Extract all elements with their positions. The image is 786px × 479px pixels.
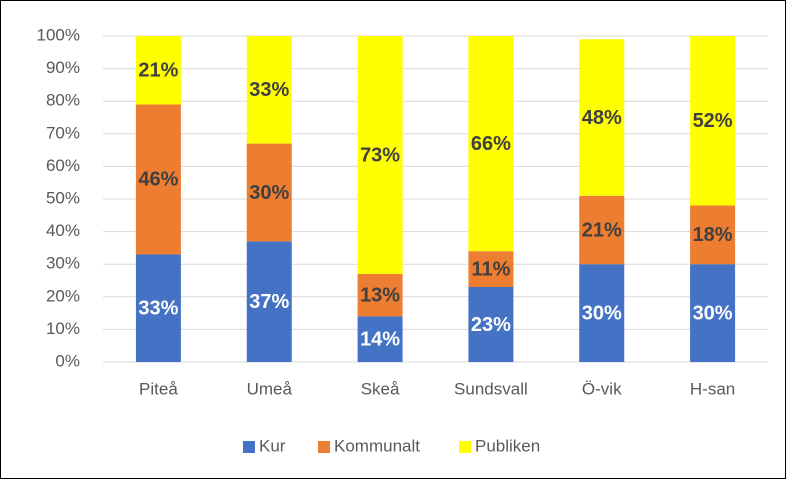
data-label: 21% — [582, 219, 622, 241]
data-label: 11% — [471, 258, 510, 280]
y-tick-label: 40% — [46, 221, 80, 240]
bar-segment — [690, 264, 736, 362]
y-tick-label: 90% — [46, 58, 80, 77]
bar-segment — [468, 36, 514, 252]
bar-segment — [579, 195, 625, 265]
data-label: 33% — [249, 79, 289, 101]
bar-segment — [135, 254, 181, 362]
y-tick-label: 10% — [46, 319, 80, 338]
y-tick-label: 80% — [46, 91, 80, 110]
y-tick-label: 50% — [46, 188, 80, 207]
bar-segment — [246, 36, 292, 144]
x-tick-label: Sundsvall — [454, 379, 528, 398]
y-tick-label: 0% — [55, 351, 80, 370]
data-label: 66% — [471, 133, 511, 155]
y-tick-label: 20% — [46, 286, 80, 305]
legend-label: Kur — [259, 436, 286, 455]
x-tick-label: H-san — [690, 379, 735, 398]
y-tick-label: 60% — [46, 156, 80, 175]
bar-segment — [468, 287, 514, 362]
data-label: 30% — [249, 182, 289, 204]
x-tick-label: Piteå — [139, 379, 178, 398]
data-label: 73% — [360, 144, 400, 166]
data-label: 23% — [471, 314, 511, 336]
legend-label: Publiken — [475, 436, 540, 455]
data-label: 21% — [138, 60, 178, 82]
data-label: 30% — [693, 302, 733, 324]
data-label: 18% — [693, 224, 733, 246]
data-label: 52% — [693, 110, 733, 132]
bar-segment — [135, 36, 181, 105]
bar-segment — [579, 39, 625, 196]
bar-segment — [246, 241, 292, 362]
data-label: 33% — [138, 297, 178, 319]
data-label: 48% — [582, 107, 622, 129]
bar-segment — [690, 36, 736, 206]
bar-segment — [357, 273, 403, 317]
bar-segment — [357, 316, 403, 362]
data-label: 14% — [360, 328, 400, 350]
bar-segment — [579, 264, 625, 362]
x-tick-label: Umeå — [247, 379, 293, 398]
bar-segment — [135, 104, 181, 255]
legend-label: Kommunalt — [334, 436, 420, 455]
x-tick-label: Ö-vik — [582, 379, 622, 398]
bar-segment — [690, 205, 736, 265]
bar-segment — [246, 143, 292, 242]
bar-segment — [357, 36, 403, 274]
y-tick-label: 70% — [46, 123, 80, 142]
bar-segment — [468, 251, 514, 288]
legend-swatch — [243, 441, 255, 453]
legend-swatch — [318, 441, 330, 453]
y-tick-label: 100% — [37, 25, 80, 44]
data-label: 46% — [138, 169, 178, 191]
data-label: 13% — [360, 284, 400, 306]
y-tick-label: 30% — [46, 254, 80, 273]
legend-swatch — [459, 441, 471, 453]
data-label: 37% — [249, 291, 289, 313]
data-label: 30% — [582, 302, 622, 324]
x-tick-label: Skeå — [361, 379, 400, 398]
